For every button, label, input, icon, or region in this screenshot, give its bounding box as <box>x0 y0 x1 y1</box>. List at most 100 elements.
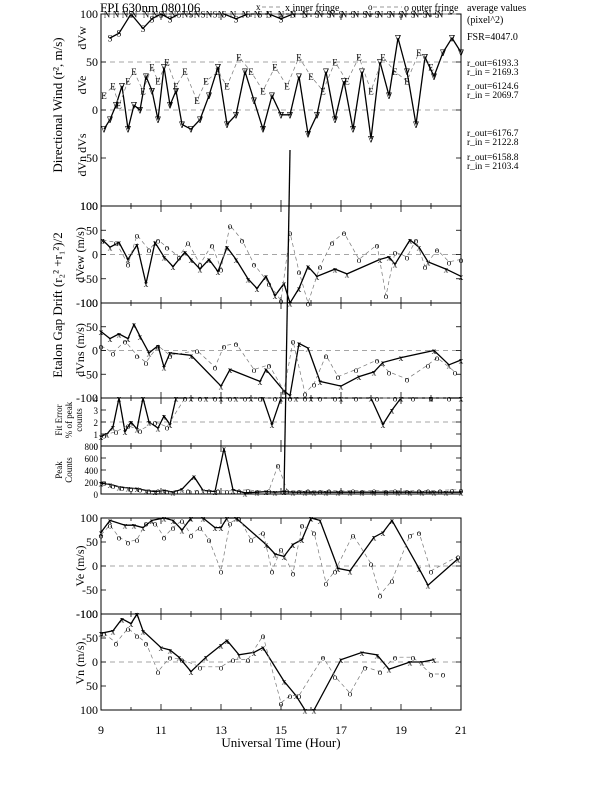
y-tick-label: 0 <box>92 103 98 117</box>
data-point: E <box>182 67 188 77</box>
data-point: o <box>387 367 392 377</box>
data-point: x <box>336 488 341 498</box>
data-point: ∇ <box>449 34 455 44</box>
data-point: o <box>423 262 428 272</box>
y-tick-label: 100 <box>80 7 98 21</box>
r-in-4: r_in = 2103.4 <box>467 162 519 172</box>
data-point: x <box>99 528 104 538</box>
data-point: ∇ <box>188 125 194 135</box>
data-point: x <box>156 341 161 351</box>
data-point: x <box>273 291 278 301</box>
data-point: x <box>153 238 158 248</box>
data-point: E <box>404 77 410 87</box>
data-point: x <box>270 420 275 430</box>
data-point: x <box>372 533 377 543</box>
data-point: o <box>198 394 203 404</box>
data-point: o <box>267 279 272 289</box>
x-tick-label: 19 <box>395 723 407 737</box>
y-tick-label: -50 <box>82 367 98 381</box>
r-out-4: r_out=6158.8 <box>467 153 519 163</box>
y-tick-label: 50 <box>86 535 98 549</box>
data-point: x <box>171 516 176 526</box>
data-point: x <box>318 516 323 526</box>
data-point: x <box>357 372 362 382</box>
y-tick-label: 50 <box>86 223 98 237</box>
data-point: ∇ <box>131 101 137 111</box>
data-point: S <box>422 10 427 20</box>
data-point: o <box>246 485 251 495</box>
data-point: x <box>333 265 338 275</box>
data-point: o <box>156 341 161 351</box>
data-point: o <box>252 365 257 375</box>
directional-wind-label: Directional Wind (r², m/s) <box>50 37 65 172</box>
data-point: E <box>203 77 209 87</box>
data-point: ∇ <box>431 72 437 82</box>
y-tick-label: 50 <box>86 55 98 69</box>
data-point: ∇ <box>368 134 374 144</box>
series-line-inner <box>100 517 459 587</box>
data-point: x <box>318 377 323 387</box>
data-point: o <box>303 394 308 404</box>
x-tick-label: 21 <box>455 723 467 737</box>
data-point: o <box>450 485 455 495</box>
dvw-label: dVw <box>75 26 89 50</box>
y-tick-label: 100 <box>80 199 98 213</box>
data-point: o <box>219 662 224 672</box>
y-tick-label: 50 <box>86 320 98 334</box>
fit-error-label-2: % of peak <box>64 401 74 438</box>
data-point: N <box>113 10 120 20</box>
data-point: E <box>224 82 230 92</box>
data-point: ∇ <box>167 101 173 111</box>
y-tick-label: 100 <box>80 199 98 213</box>
data-point: x <box>459 272 464 282</box>
data-point: o <box>228 518 233 528</box>
data-point: x <box>315 272 320 282</box>
data-point: o <box>429 394 434 404</box>
data-point: x <box>129 418 134 428</box>
data-point: S <box>167 14 172 24</box>
data-point: ∇ <box>341 77 347 87</box>
data-point: o <box>342 228 347 238</box>
data-point: S <box>374 10 379 20</box>
data-point: o <box>324 578 329 588</box>
data-point: x <box>120 614 125 624</box>
data-point: x <box>117 394 122 404</box>
data-point: o <box>222 341 227 351</box>
data-point: o <box>303 389 308 399</box>
data-point: x <box>108 243 113 253</box>
data-point: ∇ <box>395 34 401 44</box>
data-point: x <box>282 677 287 687</box>
fit-error-label-3: counts <box>74 408 84 432</box>
data-point: x <box>162 514 167 524</box>
data-point: x <box>303 488 308 498</box>
data-point: N <box>131 10 138 20</box>
etalon-gap-label: Etalon Gap Drift (r₂² +r₁²)/2 <box>50 232 65 377</box>
data-point: x <box>225 243 230 253</box>
data-point: x <box>234 255 239 265</box>
data-point: o <box>126 260 131 270</box>
data-point: ∇ <box>173 86 179 96</box>
data-point: x <box>174 394 179 404</box>
data-point: o <box>393 486 398 496</box>
data-point: x <box>399 394 404 404</box>
data-point: ∇ <box>359 67 365 77</box>
data-point: x <box>294 691 299 701</box>
data-point: N <box>278 10 285 20</box>
data-point: E <box>296 53 302 63</box>
data-point: N <box>317 10 324 20</box>
data-point: x <box>162 363 167 373</box>
data-point: x <box>384 488 389 498</box>
data-point: x <box>147 348 152 358</box>
data-point: o <box>186 486 191 496</box>
data-point: N <box>143 10 150 20</box>
x-tick-label: 9 <box>98 723 104 737</box>
data-point: S <box>302 10 307 20</box>
data-point: E <box>284 82 290 92</box>
data-point: o <box>207 486 212 496</box>
data-point: x <box>168 420 173 430</box>
data-point: o <box>333 394 338 404</box>
data-point: ∇ <box>113 101 119 111</box>
data-point: o <box>246 655 251 665</box>
data-point: o <box>279 698 284 708</box>
data-point: ∇ <box>161 62 167 72</box>
